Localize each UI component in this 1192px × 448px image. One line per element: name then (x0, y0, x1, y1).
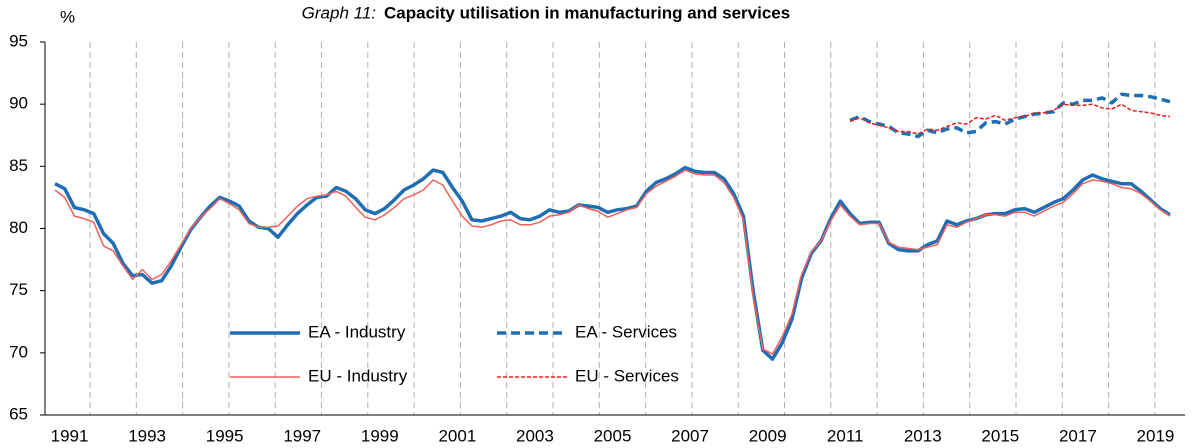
y-tick-label: 85 (9, 156, 28, 175)
y-tick-label: 70 (9, 342, 28, 361)
x-tick-label: 2005 (594, 426, 632, 445)
x-tick-label: 2001 (438, 426, 476, 445)
x-tick-label: 2007 (671, 426, 709, 445)
y-tick-label: 95 (9, 31, 28, 50)
series-line (849, 103, 1171, 135)
x-tick-label: 2019 (1137, 426, 1175, 445)
legend-label: EU - Industry (308, 366, 408, 385)
x-tick-label: 2017 (1059, 426, 1097, 445)
y-axis-label: % (60, 7, 75, 26)
series-line (849, 92, 1171, 139)
x-tick-label: 2011 (827, 426, 864, 445)
legend-label: EA - Industry (308, 322, 406, 341)
x-tick-label: 1991 (51, 426, 89, 445)
x-tick-label: 1999 (361, 426, 399, 445)
x-tick-label: 2009 (749, 426, 787, 445)
y-tick-label: 80 (9, 218, 28, 237)
x-tick-label: 2015 (981, 426, 1019, 445)
x-tick-label: 2013 (904, 426, 942, 445)
legend-label: EU - Services (575, 366, 679, 385)
y-tick-label: 65 (9, 404, 28, 423)
graph-label: Graph 11: (302, 3, 377, 22)
x-tick-label: 2003 (516, 426, 554, 445)
y-tick-label: 90 (9, 94, 28, 113)
y-tick-label: 75 (9, 280, 28, 299)
series-line (54, 169, 1171, 355)
chart-title: Capacity utilisation in manufacturing an… (384, 3, 790, 22)
x-tick-label: 1993 (128, 426, 166, 445)
x-tick-label: 1995 (206, 426, 244, 445)
legend-label: EA - Services (575, 322, 677, 341)
x-tick-label: 1997 (283, 426, 321, 445)
